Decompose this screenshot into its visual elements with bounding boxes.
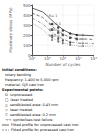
svg-text:Fitted profile for processed c: Fitted profile for processed cast iron: [11, 128, 74, 132]
svg-text:10⁴: 10⁴: [29, 56, 36, 61]
svg-text:0: 0: [28, 52, 31, 58]
svg-text:10⁵: 10⁵: [44, 56, 51, 61]
svg-text:10⁶: 10⁶: [59, 56, 66, 61]
svg-text:R=0.1: R=0.1: [49, 28, 60, 32]
svg-text:200: 200: [23, 33, 31, 38]
svg-text:300: 300: [23, 23, 31, 28]
svg-text:Maximum stress (MPa): Maximum stress (MPa): [8, 7, 13, 53]
svg-text:Number of cycles: Number of cycles: [45, 62, 80, 67]
svg-text:100: 100: [23, 43, 31, 48]
svg-text:R=-1: R=-1: [49, 14, 58, 18]
svg-text:→→ symbolises test failure: →→ symbolises test failure: [5, 118, 53, 122]
svg-text:10⁷: 10⁷: [75, 56, 82, 61]
svg-text:R=0.3: R=0.3: [49, 34, 60, 38]
svg-text:Experimental points:: Experimental points:: [2, 88, 44, 92]
svg-text:Initial conditions:: Initial conditions:: [2, 68, 37, 72]
svg-text:500: 500: [23, 3, 31, 8]
svg-text:O unprocessed: O unprocessed: [5, 93, 32, 97]
svg-text:Fitted profile for unprocessed: Fitted profile for unprocessed cast iron: [11, 123, 79, 127]
svg-text:▽ sandblasted area: 0.2 mm: ▽ sandblasted area: 0.2 mm: [5, 113, 57, 117]
svg-text:◇ laser treated: ◇ laser treated: [5, 108, 32, 112]
svg-text:R=-0.5: R=-0.5: [49, 22, 61, 26]
svg-text:frequency: 1,400 to 5,000 rpm: frequency: 1,400 to 5,000 rpm: [5, 78, 59, 82]
svg-text:10⁸: 10⁸: [90, 56, 97, 61]
svg-text:△ sandblasted area: 0.43 mm: △ sandblasted area: 0.43 mm: [5, 103, 59, 107]
svg-text:□ laser treated: □ laser treated: [5, 98, 33, 102]
svg-text:400: 400: [23, 13, 31, 18]
svg-text:rotary bending: rotary bending: [5, 73, 31, 77]
svg-text:material: GJS cast iron: material: GJS cast iron: [5, 83, 44, 87]
